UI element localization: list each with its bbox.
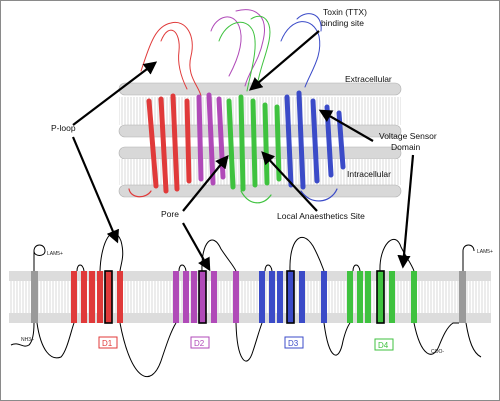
voltage-sensor-line-1: Voltage Sensor <box>379 131 437 141</box>
c-terminus-label: COO- <box>431 349 444 355</box>
label-toxin-site: Toxin (TTX) binding site <box>321 7 367 28</box>
n-terminus-label: NH3+ <box>21 337 34 343</box>
svg-text:D2: D2 <box>194 339 205 348</box>
domain-d1-segments <box>71 270 123 324</box>
n-terminal-tail <box>10 322 35 347</box>
domain-d3-segments <box>259 270 327 324</box>
toxin-site-line-2: binding site <box>321 18 364 28</box>
label-voltage-sensor: Voltage Sensor Domain <box>379 131 437 152</box>
domain-label-d3: D3 <box>284 336 304 349</box>
label-p-loop: P-loop <box>51 123 76 133</box>
svg-text:D4: D4 <box>378 341 389 350</box>
voltage-sensor-line-2: Domain <box>391 142 421 152</box>
arrow-p-loop-bottom <box>71 136 119 244</box>
flanking-segments: LAM5+ LAM5+ <box>31 244 493 323</box>
p-loop-d1 <box>99 232 124 272</box>
domain-label-d1: D1 <box>98 336 118 349</box>
label-intracellular: Intracellular <box>347 169 391 179</box>
domain-label-d2: D2 <box>190 336 210 349</box>
domain-d4-segments <box>347 270 417 324</box>
arrow-toxin-site <box>248 30 320 91</box>
arrow-p-loop-top <box>72 61 158 126</box>
svg-text:D1: D1 <box>102 339 113 348</box>
arrow-pore-bottom <box>182 222 211 272</box>
p-loop-d3 <box>289 236 325 272</box>
lam-right-label: LAM5+ <box>477 249 493 255</box>
domain-label-d4: D4 <box>374 338 394 351</box>
arrow-pore-top <box>182 154 229 212</box>
p-loop-d2 <box>201 239 237 272</box>
arrow-voltage-sensor-bottom <box>397 154 415 269</box>
label-extracellular: Extracellular <box>345 74 392 84</box>
label-local-anaesthetics: Local Anaesthetics Site <box>277 211 365 221</box>
arrow-voltage-sensor-top <box>318 109 374 142</box>
c-terminal-tail <box>465 322 482 358</box>
lam-left-label: LAM5+ <box>47 251 63 257</box>
label-pore: Pore <box>161 209 179 219</box>
toxin-site-line-1: Toxin (TTX) <box>323 7 367 17</box>
annotation-arrows <box>71 30 415 272</box>
p-loop-d4 <box>379 238 415 272</box>
channel-protein-structure <box>128 9 346 204</box>
arrow-local-anaesthetics <box>261 151 318 212</box>
svg-text:D3: D3 <box>288 339 299 348</box>
topology-loops <box>10 232 482 378</box>
domain-d2-segments <box>173 270 239 324</box>
